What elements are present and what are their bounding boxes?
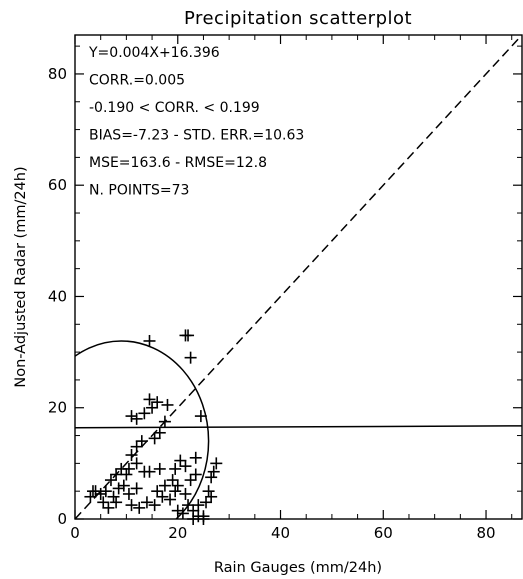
data-point	[176, 507, 189, 520]
y-tick-label: 20	[48, 399, 67, 417]
data-point	[120, 468, 133, 481]
data-point	[84, 490, 97, 503]
data-point	[194, 410, 207, 423]
data-point	[94, 487, 107, 500]
data-point	[182, 499, 195, 512]
data-point	[174, 454, 187, 467]
data-point	[97, 496, 110, 509]
data-point	[110, 496, 123, 509]
stats-line: MSE=163.6 - RMSE=12.8	[89, 155, 267, 171]
stats-line: BIAS=-7.23 - STD. ERR.=10.63	[89, 128, 304, 144]
data-point	[189, 451, 202, 464]
data-point	[171, 479, 184, 492]
y-axis: 0 20 40 60 80	[48, 45, 522, 528]
y-tick-label: 0	[57, 510, 67, 528]
data-point	[179, 460, 192, 473]
data-point	[135, 435, 148, 448]
data-point	[143, 334, 156, 347]
data-point	[115, 462, 128, 475]
data-point	[130, 482, 143, 495]
data-point	[169, 462, 182, 475]
data-point	[148, 499, 161, 512]
data-point	[189, 468, 202, 481]
identity-line	[74, 34, 523, 520]
data-point	[112, 482, 125, 495]
data-point	[182, 329, 195, 342]
data-point	[202, 485, 215, 498]
data-point	[192, 499, 205, 512]
data-point	[110, 468, 123, 481]
data-point	[153, 462, 166, 475]
data-point	[148, 432, 161, 445]
data-point	[205, 490, 218, 503]
data-point	[184, 351, 197, 364]
data-point	[140, 496, 153, 509]
data-point	[158, 415, 171, 428]
data-point	[104, 474, 117, 487]
y-tick-label: 40	[48, 287, 67, 305]
data-point	[133, 501, 146, 514]
data-point	[153, 426, 166, 439]
data-point	[210, 457, 223, 470]
data-point	[166, 474, 179, 487]
y-tick-label: 80	[48, 65, 67, 83]
data-point	[205, 471, 218, 484]
data-point	[146, 401, 159, 414]
data-point	[107, 490, 120, 503]
data-point	[125, 410, 138, 423]
data-points	[84, 329, 223, 525]
data-point	[99, 485, 112, 498]
data-point	[197, 513, 210, 525]
x-axis-label: Rain Gauges (mm/24h)	[214, 560, 382, 576]
x-tick-label: 20	[168, 524, 187, 542]
x-tick-label: 80	[476, 524, 495, 542]
data-point	[171, 504, 184, 517]
data-point	[184, 474, 197, 487]
data-point	[138, 465, 151, 478]
data-point	[158, 479, 171, 492]
data-point	[130, 457, 143, 470]
data-point	[200, 496, 213, 509]
data-point	[151, 485, 164, 498]
chart-title: Precipitation scatterplot	[184, 8, 412, 29]
y-tick-label: 60	[48, 176, 67, 194]
data-point	[179, 487, 192, 500]
y-axis-label: Non-Adjusted Radar (mm/24h)	[13, 166, 29, 387]
data-point	[169, 485, 182, 498]
data-point	[117, 479, 130, 492]
data-point	[143, 393, 156, 406]
data-point	[125, 499, 138, 512]
stats-line: -0.190 < CORR. < 0.199	[89, 100, 260, 116]
data-point	[164, 493, 177, 506]
data-point	[86, 485, 99, 498]
data-point	[125, 449, 138, 462]
data-point	[187, 513, 200, 525]
data-point	[130, 440, 143, 453]
x-tick-label: 60	[374, 524, 393, 542]
x-tick-label: 0	[70, 524, 80, 542]
data-point	[130, 412, 143, 425]
reference-lines	[74, 34, 523, 520]
data-point	[161, 398, 174, 411]
data-point	[151, 396, 164, 409]
data-point	[102, 501, 115, 514]
data-point	[138, 407, 151, 420]
stats-line: CORR.=0.005	[89, 73, 185, 89]
data-point	[156, 490, 169, 503]
data-point	[122, 487, 135, 500]
plot-frame	[74, 34, 523, 520]
statistics-annotation: Y=0.004X+16.396 CORR.=0.005 -0.190 < CORR.…	[88, 45, 304, 199]
regression-line	[74, 425, 523, 429]
x-tick-label: 40	[271, 524, 290, 542]
stats-line: Y=0.004X+16.396	[88, 45, 220, 61]
stats-line: N. POINTS=73	[89, 183, 189, 199]
data-point	[207, 465, 220, 478]
confidence-ellipse	[75, 340, 210, 519]
